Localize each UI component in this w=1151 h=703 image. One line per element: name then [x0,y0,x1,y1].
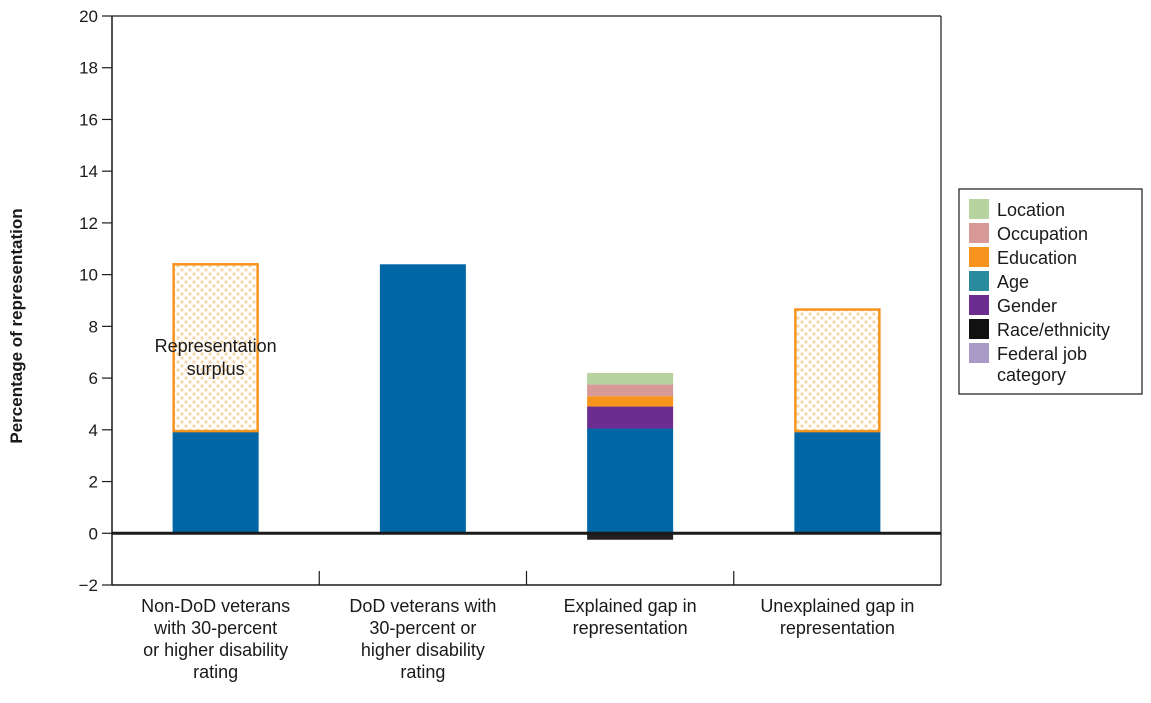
legend-label: Location [997,200,1065,220]
legend-swatch [969,319,989,339]
legend-label: Race/ethnicity [997,320,1110,340]
category-label: Unexplained gap in representation [760,596,914,638]
legend-label: Age [997,272,1029,292]
category-label: DoD veterans with 30-percent or higher dis… [349,596,496,682]
category-label: Non-DoD veterans with 30-percent or higher… [141,596,290,682]
y-tick-label: 4 [89,421,98,440]
bar-segment-location [587,372,674,385]
legend-box [958,188,1143,395]
y-tick-label: 18 [79,59,98,78]
legend-label: Federal job category [997,344,1087,385]
y-tick-label: 16 [79,110,98,129]
y-tick-label: 20 [79,7,98,26]
legend-label: Gender [997,296,1057,316]
category-label: Explained gap in representation [564,596,697,638]
legend-swatch [969,223,989,243]
annotation-representation-surplus: Representation surplus [155,336,277,379]
y-tick-label: 10 [79,266,98,285]
legend-swatch [969,295,989,315]
legend-swatch [969,343,989,363]
bar-segment-race-ethnicity [587,533,674,540]
bar-segment-representation-surplus [794,308,881,433]
y-tick-label: 6 [89,369,98,388]
bar-segment-gender [587,406,674,429]
bar-segment-base [587,428,674,534]
legend-label: Education [997,248,1077,268]
bar-segment-base [794,431,881,534]
y-tick-label: 0 [89,524,98,543]
legend-swatch [969,271,989,291]
y-tick-label: 2 [89,473,98,492]
bar-segment-base [172,431,259,534]
legend-label: Occupation [997,224,1088,244]
bar-segment-occupation [587,384,674,397]
bar-segment-education [587,396,674,407]
y-tick-label: 8 [89,317,98,336]
legend-swatch [969,199,989,219]
y-axis-label: Percentage of representation [7,208,26,443]
y-tick-label: 14 [79,162,98,181]
legend-swatch [969,247,989,267]
y-tick-label: 12 [79,214,98,233]
bar-segment-representation-surplus [172,263,259,433]
y-tick-label: −2 [79,576,98,595]
bar-segment-base [379,264,466,534]
